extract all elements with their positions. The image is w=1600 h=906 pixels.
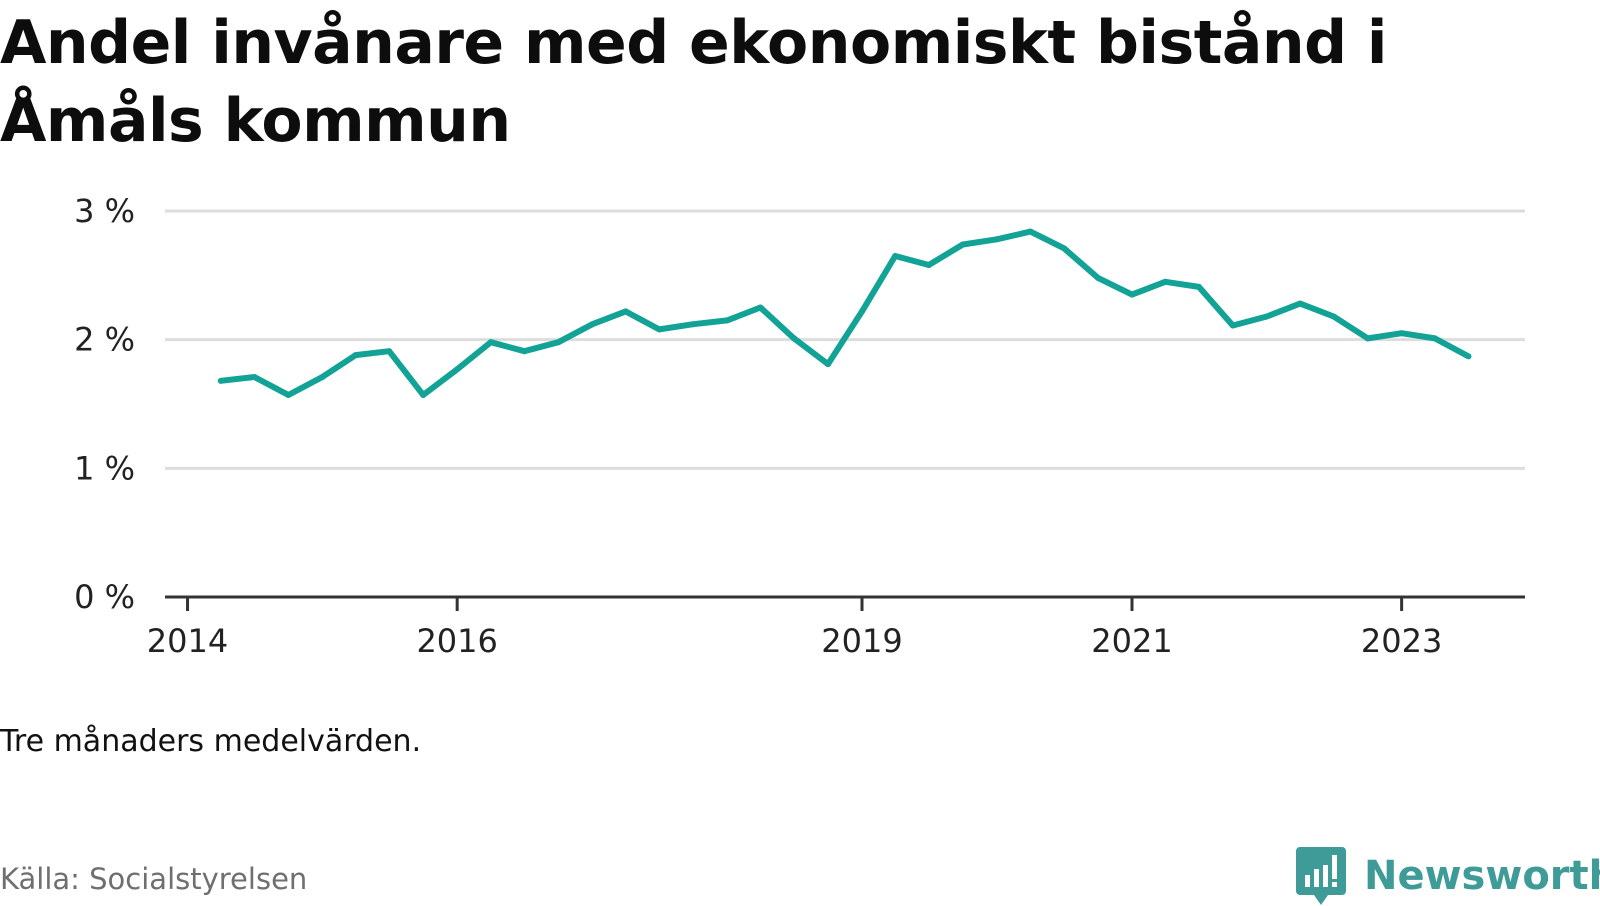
data-point xyxy=(319,373,326,380)
data-point xyxy=(1263,313,1270,320)
data-point xyxy=(420,391,427,398)
data-point xyxy=(993,236,1000,243)
series-layer xyxy=(217,228,1472,398)
data-point xyxy=(1095,274,1102,281)
data-point xyxy=(858,308,865,315)
data-point xyxy=(825,361,832,368)
data-point xyxy=(251,373,258,380)
data-point xyxy=(1364,335,1371,342)
newsworthy-logo-icon xyxy=(1296,847,1346,905)
data-point xyxy=(454,366,461,373)
x-tick-label: 2019 xyxy=(821,622,902,660)
data-point xyxy=(690,321,697,328)
data-point xyxy=(1398,330,1405,337)
data-point xyxy=(1330,313,1337,320)
x-tick-label: 2014 xyxy=(147,622,228,660)
brand-logo[interactable]: Newsworthy xyxy=(1296,846,1600,906)
data-point xyxy=(959,241,966,248)
x-axis-ticks: 2014 2016 2019 2021 2023 xyxy=(147,597,1442,660)
data-point xyxy=(892,253,899,260)
data-point xyxy=(285,391,292,398)
y-tick-label: 2 % xyxy=(74,321,135,359)
x-tick-label: 2016 xyxy=(416,622,497,660)
y-tick-label: 1 % xyxy=(74,449,135,487)
data-point xyxy=(1027,228,1034,235)
data-point xyxy=(521,348,528,355)
data-point xyxy=(622,308,629,315)
series-line xyxy=(220,228,1470,398)
data-point xyxy=(1431,335,1438,342)
source-label: Källa: Socialstyrelsen xyxy=(0,862,308,896)
data-point xyxy=(1128,291,1135,298)
data-point xyxy=(1465,353,1472,360)
y-axis-tick-labels: 0 % 1 % 2 % 3 % xyxy=(74,192,135,616)
data-point xyxy=(656,326,663,333)
data-point xyxy=(1297,300,1304,307)
data-point xyxy=(217,377,224,384)
data-point xyxy=(724,317,731,324)
chart-title: Andel invånare med ekonomiskt bistånd i … xyxy=(0,8,1387,156)
data-point xyxy=(487,339,494,346)
data-point xyxy=(555,339,562,346)
y-tick-label: 0 % xyxy=(74,578,135,616)
data-point xyxy=(1195,283,1202,290)
chart-note: Tre månaders medelvärden. xyxy=(0,724,422,759)
x-tick-label: 2021 xyxy=(1091,622,1172,660)
y-tick-label: 3 % xyxy=(74,192,135,230)
x-tick-label: 2023 xyxy=(1361,622,1442,660)
data-point xyxy=(1229,322,1236,329)
data-point xyxy=(791,335,798,342)
data-point xyxy=(589,321,596,328)
data-point xyxy=(1061,245,1068,252)
data-point xyxy=(352,352,359,359)
data-point xyxy=(925,262,932,269)
data-point xyxy=(386,348,393,355)
data-point xyxy=(757,304,764,311)
brand-name: Newsworthy xyxy=(1364,853,1600,899)
data-point xyxy=(1162,278,1169,285)
